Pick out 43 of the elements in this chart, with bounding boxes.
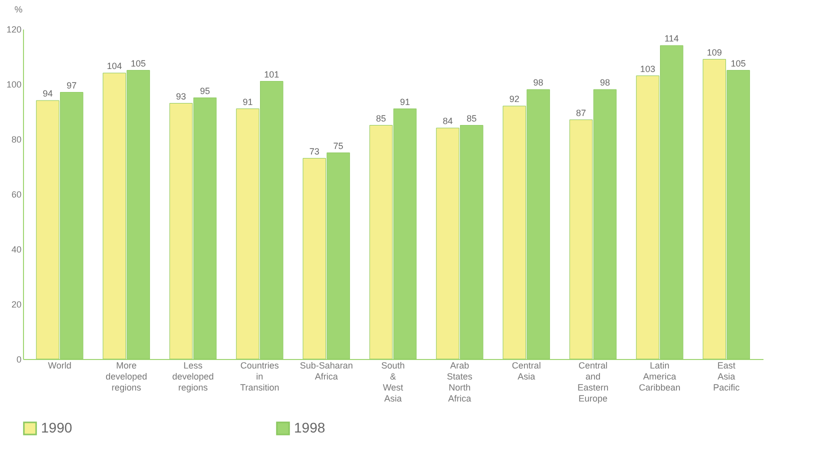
data-label: 91 (242, 96, 253, 107)
data-label: 87 (576, 108, 586, 118)
data-label: 85 (376, 113, 386, 124)
y-tick-label: 40 (11, 244, 22, 254)
data-label: 98 (600, 78, 610, 88)
x-tick-label: More developed regions (106, 360, 148, 392)
legend-label: 1990 (41, 419, 72, 436)
data-label: 109 (706, 47, 722, 58)
data-label: 93 (176, 91, 186, 102)
data-label: 92 (509, 94, 520, 104)
legend-label: 1998 (294, 419, 326, 436)
y-axis-title: % (14, 4, 23, 14)
data-label: 103 (640, 64, 656, 74)
data-label: 114 (664, 34, 679, 44)
y-tick-label: 60 (11, 190, 22, 200)
y-tick-label: 100 (6, 80, 22, 90)
x-tick-label: Central and Eastern Europe (577, 360, 609, 404)
x-tick-label: South & West Asia (381, 360, 405, 404)
x-tick-label: Countries in Transition (240, 360, 280, 392)
data-label: 75 (333, 140, 344, 151)
data-label: 105 (130, 58, 146, 68)
data-label: 85 (466, 113, 477, 124)
y-tick-label: 120 (6, 24, 22, 34)
x-tick-label: World (48, 360, 72, 370)
data-label: 104 (106, 61, 122, 71)
x-tick-label: Arab States North Africa (446, 360, 473, 404)
data-label: 73 (309, 146, 320, 156)
x-tick-label: Latin America Caribbean (638, 360, 680, 392)
data-label: 91 (400, 96, 410, 107)
y-tick-label: 20 (11, 300, 22, 310)
data-label: 98 (533, 78, 544, 88)
x-tick-label: Sub-Saharan Africa (300, 360, 353, 382)
y-tick-label: 80 (11, 134, 22, 144)
data-label: 94 (42, 88, 53, 98)
x-tick-label: Less developed regions (172, 360, 214, 392)
data-label: 101 (264, 69, 280, 80)
x-tick-label: East Asia Pacific (713, 360, 740, 392)
data-label: 95 (200, 86, 210, 96)
data-label: 97 (66, 80, 77, 90)
data-label: 105 (730, 58, 746, 68)
data-label: 84 (442, 116, 453, 126)
x-tick-label: Central Asia (512, 360, 541, 382)
y-tick-label: 0 (16, 354, 22, 364)
